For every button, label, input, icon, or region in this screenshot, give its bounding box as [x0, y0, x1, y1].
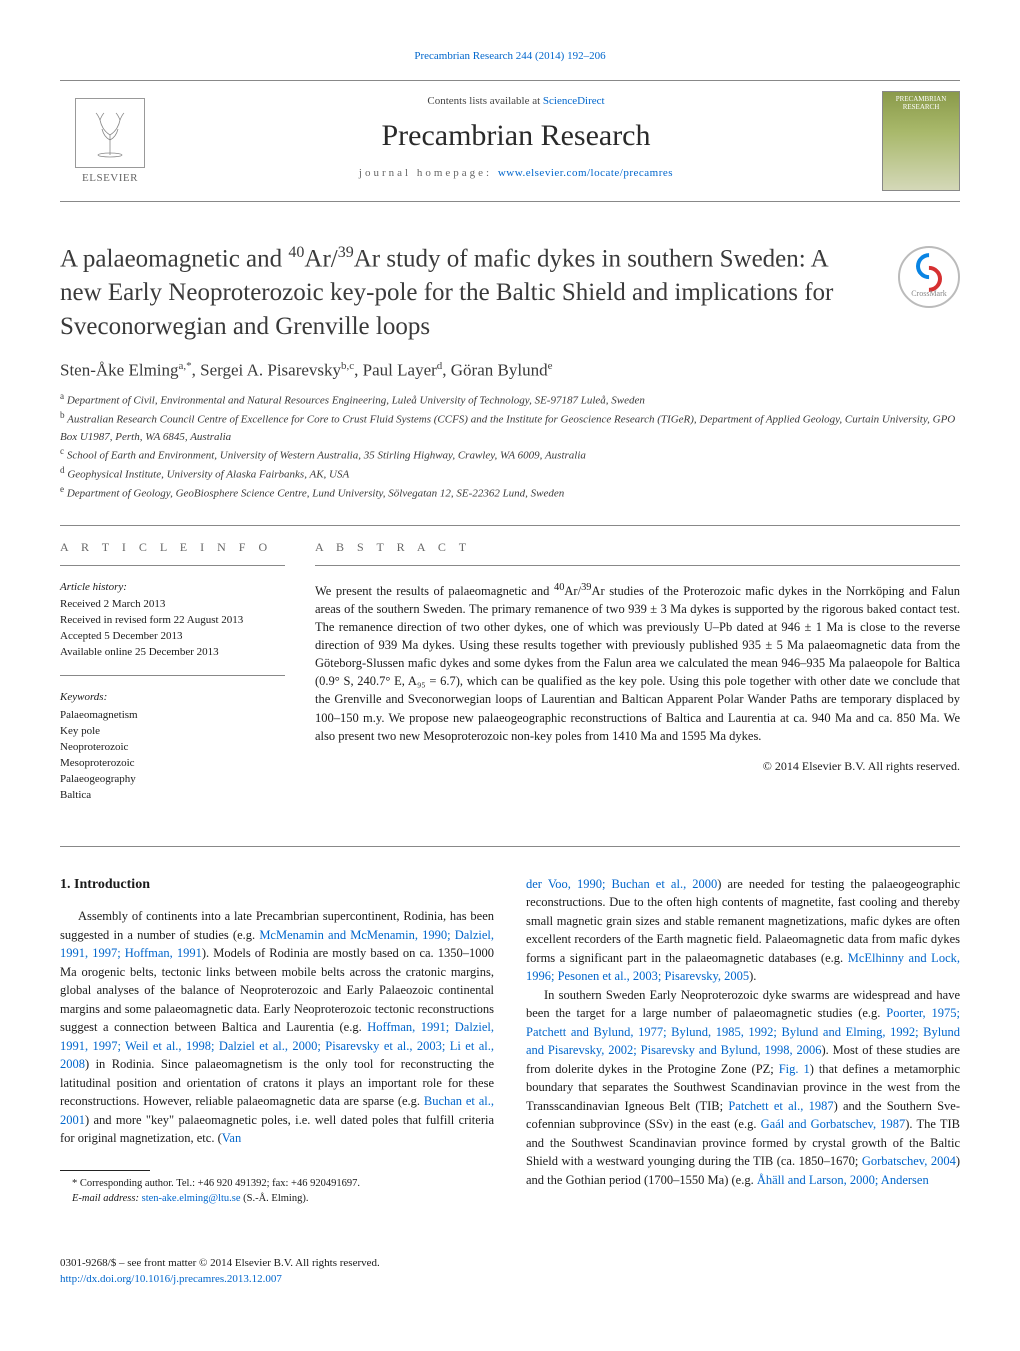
doi-link[interactable]: http://dx.doi.org/10.1016/j.precamres.20… — [60, 1273, 282, 1285]
author-4: Göran Bylund — [451, 360, 548, 379]
footnote-rule — [60, 1170, 150, 1171]
author-2: Sergei A. Pisarevsky — [200, 360, 341, 379]
abstract-sup1: 40 — [554, 582, 564, 593]
p1-d: ) and more "key" palaeomagnetic poles, i… — [60, 1113, 494, 1146]
abstract-rest: Ar studies of the Proterozoic mafic dyke… — [315, 584, 960, 743]
journal-homepage: journal homepage: www.elsevier.com/locat… — [170, 167, 862, 179]
author-1: Sten-Åke Elming — [60, 360, 179, 379]
author-3-aff: d — [437, 360, 443, 372]
abstract-mid: Ar/ — [564, 584, 581, 598]
email-suffix: (S.-Å. Elming). — [241, 1193, 309, 1204]
body-column-right: der Voo, 1990; Buchan et al., 2000) are … — [526, 875, 960, 1207]
history-revised: Received in revised form 22 August 2013 — [60, 613, 285, 629]
article-info-heading: a r t i c l e i n f o — [60, 540, 285, 555]
cite-8[interactable]: Gaál and Gorbatschev, 1987 — [761, 1117, 906, 1131]
keyword-4: Mesoproterozoic — [60, 756, 285, 772]
author-1-aff: a, — [179, 360, 187, 372]
abstract-column: a b s t r a c t We present the results o… — [315, 540, 960, 818]
section-1-heading: 1. Introduction — [60, 875, 494, 896]
divider — [60, 675, 285, 676]
contents-availability: Contents lists available at ScienceDirec… — [170, 95, 862, 107]
cite-4a[interactable]: Van — [222, 1131, 241, 1145]
divider — [60, 525, 960, 526]
title-mid1: Ar/ — [304, 245, 337, 272]
figref-1[interactable]: Fig. 1 — [779, 1062, 810, 1076]
author-2-aff: b,c — [341, 360, 354, 372]
author-4-aff: e — [548, 360, 553, 372]
keyword-5: Palaeogeography — [60, 772, 285, 788]
divider — [60, 565, 285, 566]
crossmark-badge[interactable]: CrossMark — [898, 246, 960, 308]
affiliation-d: Geophysical Institute, University of Ala… — [67, 469, 349, 481]
history-received: Received 2 March 2013 — [60, 597, 285, 613]
cover-label: PRECAMBRIAN RESEARCH — [887, 96, 955, 111]
contents-prefix: Contents lists available at — [427, 95, 542, 107]
footnote-text: Corresponding author. Tel.: +46 920 4913… — [77, 1178, 360, 1189]
author-3: Paul Layer — [363, 360, 437, 379]
affiliation-c: School of Earth and Environment, Univers… — [67, 450, 586, 462]
cite-10[interactable]: Åhäll and Larson, 2000; Andersen — [757, 1173, 929, 1187]
history-online: Available online 25 December 2013 — [60, 645, 285, 661]
abstract-heading: a b s t r a c t — [315, 540, 960, 555]
title-sup2: 39 — [338, 244, 354, 261]
keyword-3: Neoproterozoic — [60, 740, 285, 756]
affiliations: a Department of Civil, Environmental and… — [60, 390, 960, 502]
affiliation-b: Australian Research Council Centre of Ex… — [60, 414, 955, 443]
journal-ref-header: Precambrian Research 244 (2014) 192–206 — [60, 50, 960, 62]
journal-cover-thumb[interactable]: PRECAMBRIAN RESEARCH — [872, 81, 960, 201]
p2-b: ). — [749, 969, 756, 983]
abstract-copyright: © 2014 Elsevier B.V. All rights reserved… — [315, 759, 960, 774]
title-part1: A palaeomagnetic and — [60, 245, 288, 272]
cite-9[interactable]: Gorbatschev, 2004 — [862, 1154, 956, 1168]
publisher-name: ELSEVIER — [82, 172, 138, 184]
crossmark-label: CrossMark — [911, 289, 947, 298]
elsevier-tree-icon — [75, 98, 145, 168]
author-list: Sten-Åke Elminga,*, Sergei A. Pisarevsky… — [60, 360, 960, 381]
keywords-heading: Keywords: — [60, 690, 285, 706]
cite-4b[interactable]: der Voo, 1990; Buchan et al., 2000 — [526, 877, 717, 891]
homepage-prefix: journal homepage: — [359, 167, 498, 179]
email-link[interactable]: sten-ake.elming@ltu.se — [142, 1193, 241, 1204]
keyword-6: Baltica — [60, 788, 285, 804]
article-info-column: a r t i c l e i n f o Article history: R… — [60, 540, 285, 818]
affiliation-e: Department of Geology, GeoBiosphere Scie… — [67, 488, 564, 500]
homepage-link[interactable]: www.elsevier.com/locate/precamres — [498, 167, 673, 179]
abstract-pre: We present the results of palaeomagnetic… — [315, 584, 554, 598]
abstract-text: We present the results of palaeomagnetic… — [315, 580, 960, 745]
title-sup1: 40 — [288, 244, 304, 261]
divider — [315, 565, 960, 566]
email-footnote: E-mail address: sten-ake.elming@ltu.se (… — [60, 1192, 494, 1207]
corresponding-author-footnote: * Corresponding author. Tel.: +46 920 49… — [60, 1177, 494, 1192]
keyword-1: Palaeomagnetism — [60, 708, 285, 724]
history-heading: Article history: — [60, 580, 285, 596]
masthead: ELSEVIER Contents lists available at Sci… — [60, 80, 960, 202]
bottom-meta: 0301-9268/$ – see front matter © 2014 El… — [60, 1256, 960, 1287]
body-text: 1. Introduction Assembly of continents i… — [60, 875, 960, 1207]
divider-full — [60, 846, 960, 847]
affiliation-a: Department of Civil, Environmental and N… — [67, 395, 645, 407]
cite-7[interactable]: Patchett et al., 1987 — [728, 1099, 833, 1113]
publisher-logo[interactable]: ELSEVIER — [60, 81, 160, 201]
front-matter-line: 0301-9268/$ – see front matter © 2014 El… — [60, 1256, 960, 1271]
history-accepted: Accepted 5 December 2013 — [60, 629, 285, 645]
article-title: A palaeomagnetic and 40Ar/39Ar study of … — [60, 242, 870, 344]
keyword-2: Key pole — [60, 724, 285, 740]
body-column-left: 1. Introduction Assembly of continents i… — [60, 875, 494, 1207]
abstract-sup2: 39 — [581, 582, 591, 593]
journal-title: Precambrian Research — [170, 119, 862, 153]
author-1-corr: * — [186, 360, 192, 372]
email-label: E-mail address: — [72, 1193, 142, 1204]
sciencedirect-link[interactable]: ScienceDirect — [543, 95, 605, 107]
